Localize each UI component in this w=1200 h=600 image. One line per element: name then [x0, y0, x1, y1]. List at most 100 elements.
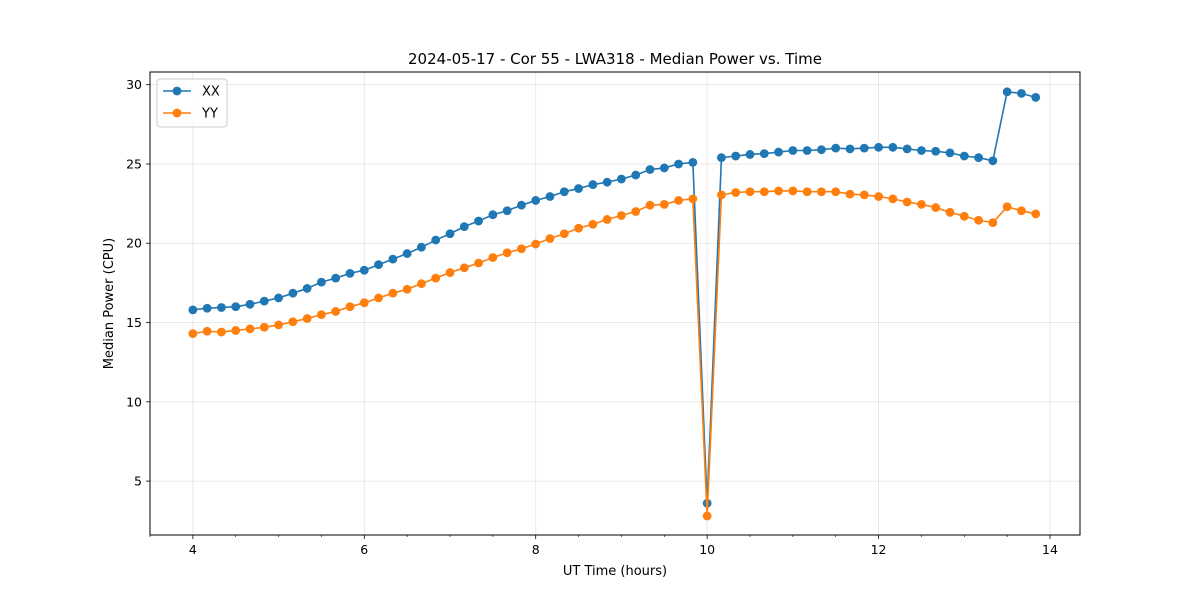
data-point-yy [688, 194, 698, 204]
data-point-xx [1017, 89, 1026, 98]
legend-marker [172, 108, 182, 118]
data-point-yy [231, 326, 241, 335]
y-tick-label: 25 [126, 156, 142, 171]
data-point-yy [859, 190, 869, 200]
data-point-xx [631, 170, 641, 180]
data-point-xx [902, 144, 912, 154]
data-point-xx [1031, 92, 1041, 102]
data-point-xx [688, 157, 698, 167]
data-point-yy [545, 234, 555, 243]
data-point-xx [359, 265, 369, 275]
data-point-yy [588, 219, 598, 229]
data-point-xx [674, 159, 683, 169]
data-point-xx [345, 268, 355, 278]
data-point-yy [317, 310, 326, 319]
x-tick-label: 14 [1042, 542, 1058, 557]
y-tick-label: 5 [134, 474, 142, 489]
data-point-xx [317, 277, 326, 287]
data-point-yy [459, 263, 469, 273]
data-point-xx [974, 153, 983, 163]
data-point-xx [602, 177, 612, 187]
data-point-yy [288, 317, 298, 327]
data-point-yy [217, 327, 226, 337]
data-point-yy [617, 211, 626, 220]
y-tick-label: 20 [126, 236, 142, 251]
data-point-yy [331, 307, 341, 316]
data-point-yy [717, 190, 726, 200]
data-point-yy [974, 215, 983, 225]
data-point-yy [917, 199, 926, 209]
data-point-yy [759, 187, 769, 197]
legend-item-xx: XX [163, 85, 220, 100]
data-point-yy [945, 207, 955, 217]
legend-label: XX [202, 85, 220, 100]
legend-marker [172, 86, 182, 96]
x-tick-label: 8 [532, 542, 540, 557]
data-point-xx [417, 242, 426, 252]
data-point-yy [388, 288, 398, 298]
data-point-xx [488, 210, 498, 220]
data-point-yy [645, 200, 655, 210]
data-point-xx [817, 145, 826, 155]
data-point-xx [745, 150, 755, 159]
data-point-yy [1017, 206, 1026, 216]
chart-title: 2024-05-17 - Cor 55 - LWA318 - Median Po… [408, 50, 822, 68]
data-point-xx [874, 142, 883, 152]
data-point-yy [431, 273, 441, 283]
data-point-xx [574, 184, 583, 193]
data-point-yy [474, 258, 483, 268]
data-series [188, 87, 1041, 521]
data-point-yy [1002, 202, 1012, 212]
legend: XX YY [156, 78, 228, 128]
data-point-xx [859, 143, 869, 153]
data-point-xx [888, 142, 898, 152]
data-point-xx [288, 288, 298, 298]
data-point-yy [374, 293, 383, 303]
data-point-yy [731, 188, 741, 197]
x-tick-label: 4 [189, 542, 197, 557]
x-tick-label: 6 [360, 542, 368, 557]
data-point-xx [517, 200, 526, 210]
data-point-yy [602, 215, 612, 224]
data-point-xx [945, 148, 955, 158]
data-point-yy [402, 284, 412, 294]
axes-frame [149, 71, 1081, 536]
data-point-xx [217, 303, 226, 312]
data-point-xx [431, 235, 441, 245]
data-point-xx [731, 151, 741, 161]
y-tick-label: 15 [126, 315, 142, 330]
data-point-yy [574, 223, 583, 233]
y-axis-label: Median Power (CPU) [102, 238, 117, 369]
y-tick-label: 10 [126, 394, 142, 409]
series-xx [188, 87, 1041, 508]
data-point-yy [188, 329, 198, 339]
data-point-xx [188, 305, 198, 315]
data-point-yy [702, 511, 712, 521]
x-axis-label: UT Time (hours) [563, 564, 667, 579]
data-point-xx [588, 180, 598, 189]
data-point-yy [274, 320, 283, 330]
data-point-xx [959, 151, 969, 161]
data-point-yy [931, 203, 941, 212]
data-point-yy [302, 314, 312, 323]
data-point-yy [674, 196, 683, 205]
grid-lines [150, 72, 1080, 535]
x-tick-label: 12 [871, 542, 887, 557]
data-point-yy [988, 218, 998, 228]
data-point-yy [345, 302, 355, 312]
data-point-yy [845, 189, 855, 199]
data-point-xx [788, 146, 798, 155]
data-point-xx [1002, 87, 1012, 97]
data-point-xx [931, 146, 941, 156]
data-point-yy [202, 326, 212, 336]
series-yy [188, 186, 1041, 521]
data-point-yy [874, 192, 883, 201]
data-point-yy [631, 207, 641, 216]
data-point-yy [488, 253, 498, 262]
data-point-yy [888, 194, 898, 204]
data-point-yy [359, 298, 369, 308]
data-point-xx [202, 303, 212, 313]
data-point-xx [331, 273, 341, 283]
data-point-yy [817, 187, 826, 197]
